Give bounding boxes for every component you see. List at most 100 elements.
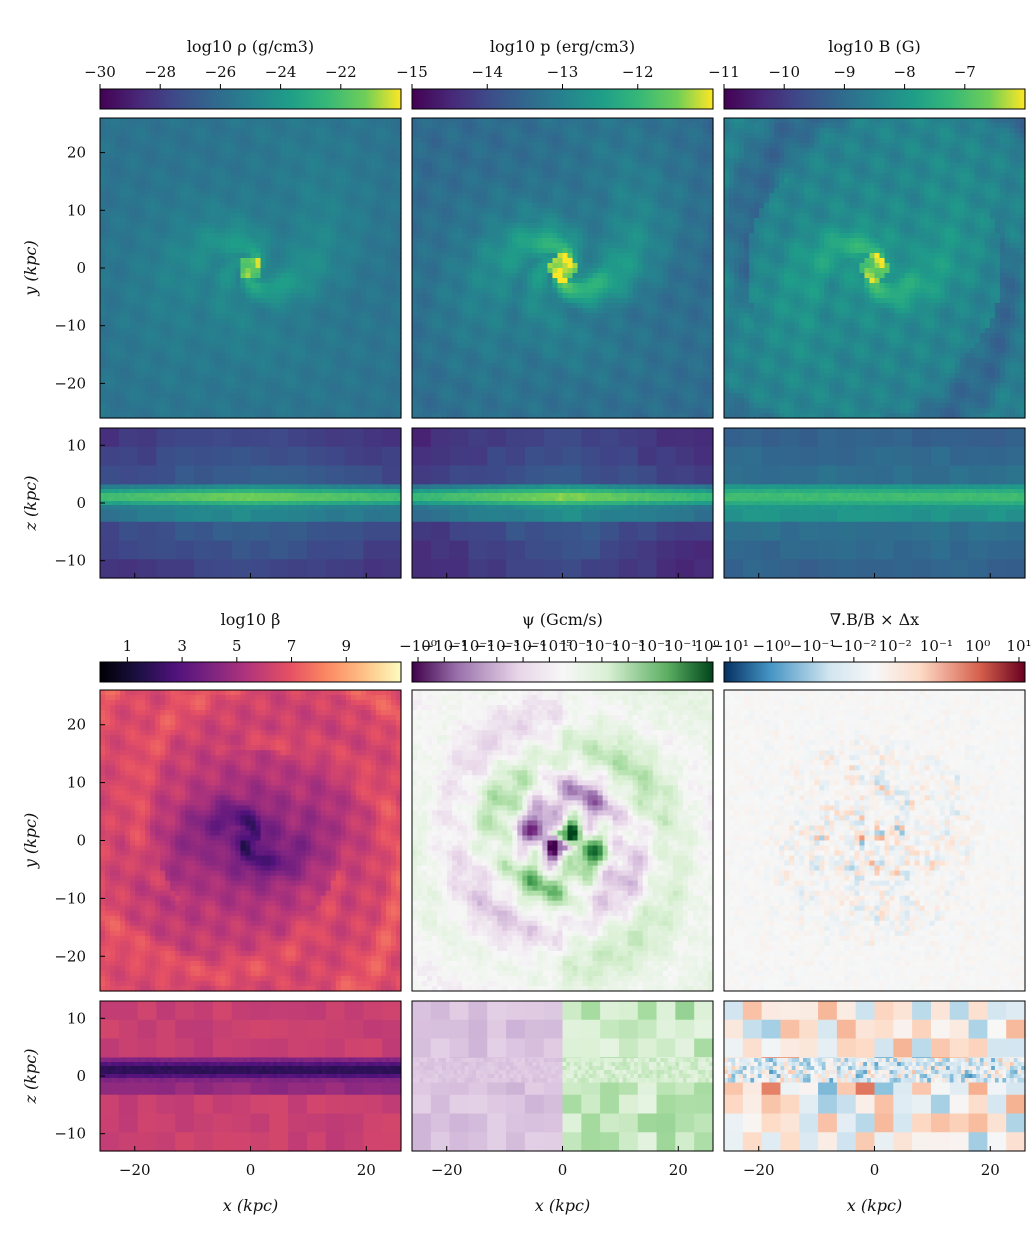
- map-cell: [326, 485, 330, 490]
- map-cell: [296, 408, 302, 414]
- map-cell: [200, 343, 206, 349]
- map-cell: [307, 489, 311, 494]
- map-cell: [266, 178, 272, 184]
- map-cell: [381, 263, 387, 269]
- map-cell: [266, 358, 272, 364]
- map-cell: [195, 133, 201, 139]
- map-cell: [296, 323, 302, 329]
- map-cell: [170, 198, 176, 204]
- map-cell: [160, 378, 166, 384]
- map-cell: [281, 193, 287, 199]
- map-cell: [412, 123, 418, 129]
- map-cell: [427, 213, 433, 219]
- map-cell: [321, 143, 327, 149]
- map-cell: [100, 318, 106, 324]
- map-cell: [170, 163, 176, 169]
- map-cell: [115, 343, 121, 349]
- map-cell: [243, 493, 247, 498]
- map-cell: [452, 373, 458, 379]
- map-cell: [336, 348, 342, 354]
- map-cell: [108, 497, 112, 502]
- map-cell: [100, 398, 106, 404]
- map-cell: [462, 178, 468, 184]
- map-cell: [296, 378, 302, 384]
- map-cell: [190, 268, 196, 274]
- map-cell: [341, 153, 347, 159]
- map-cell: [115, 123, 121, 129]
- map-cell: [356, 273, 362, 279]
- map-cell: [462, 133, 468, 139]
- map-cell: [170, 328, 176, 334]
- map-cell: [119, 428, 138, 447]
- map-cell: [437, 358, 443, 364]
- map-cell: [432, 273, 438, 279]
- map-cell: [472, 183, 478, 189]
- map-cell: [195, 203, 201, 209]
- map-cell: [251, 333, 257, 339]
- map-cell: [417, 203, 423, 209]
- map-cell: [155, 313, 161, 319]
- map-cell: [307, 497, 311, 502]
- map-cell: [145, 143, 151, 149]
- map-cell: [427, 358, 433, 364]
- map-cell: [467, 363, 473, 369]
- map-cell: [235, 363, 241, 369]
- map-cell: [356, 168, 362, 174]
- map-cell: [366, 118, 372, 124]
- map-cell: [140, 153, 146, 159]
- map-cell: [447, 263, 453, 269]
- map-cell: [452, 308, 458, 314]
- map-cell: [125, 373, 131, 379]
- map-cell: [240, 243, 246, 249]
- map-cell: [100, 485, 104, 490]
- map-cell: [235, 243, 241, 249]
- map-cell: [311, 128, 317, 134]
- map-cell: [217, 493, 221, 498]
- map-cell: [120, 393, 126, 399]
- map-cell: [467, 173, 473, 179]
- map-cell: [376, 193, 382, 199]
- map-cell: [105, 388, 111, 394]
- map-cell: [210, 398, 216, 404]
- map-cell: [281, 223, 287, 229]
- map-cell: [361, 163, 367, 169]
- map-cell: [452, 193, 458, 199]
- map-cell: [125, 218, 131, 224]
- map-cell: [341, 178, 347, 184]
- map-cell: [135, 143, 141, 149]
- map-cell: [240, 263, 246, 269]
- map-cell: [261, 153, 267, 159]
- map-cell: [145, 243, 151, 249]
- map-cell: [366, 168, 372, 174]
- map-cell: [269, 522, 288, 541]
- map-cell: [247, 485, 251, 490]
- map-cell: [240, 188, 246, 194]
- map-cell: [437, 183, 443, 189]
- map-cell: [140, 223, 146, 229]
- map-cell: [442, 138, 448, 144]
- map-cell: [376, 163, 382, 169]
- map-cell: [321, 333, 327, 339]
- map-cell: [286, 263, 292, 269]
- map-cell: [215, 323, 221, 329]
- map-cell: [251, 233, 257, 239]
- map-cell: [130, 398, 136, 404]
- map-cell: [336, 343, 342, 349]
- map-cell: [437, 373, 443, 379]
- map-cell: [376, 223, 382, 229]
- map-cell: [225, 248, 231, 254]
- map-cell: [326, 466, 345, 485]
- map-cell: [427, 283, 433, 289]
- map-cell: [296, 283, 302, 289]
- map-cell: [120, 158, 126, 164]
- map-cell: [391, 313, 397, 319]
- map-cell: [316, 193, 322, 199]
- map-cell: [220, 313, 226, 319]
- map-cell: [210, 253, 216, 259]
- map-cell: [160, 208, 166, 214]
- map-cell: [303, 505, 307, 510]
- map-cell: [281, 163, 287, 169]
- map-cell: [100, 489, 104, 494]
- map-cell: [185, 193, 191, 199]
- map-cell: [180, 223, 186, 229]
